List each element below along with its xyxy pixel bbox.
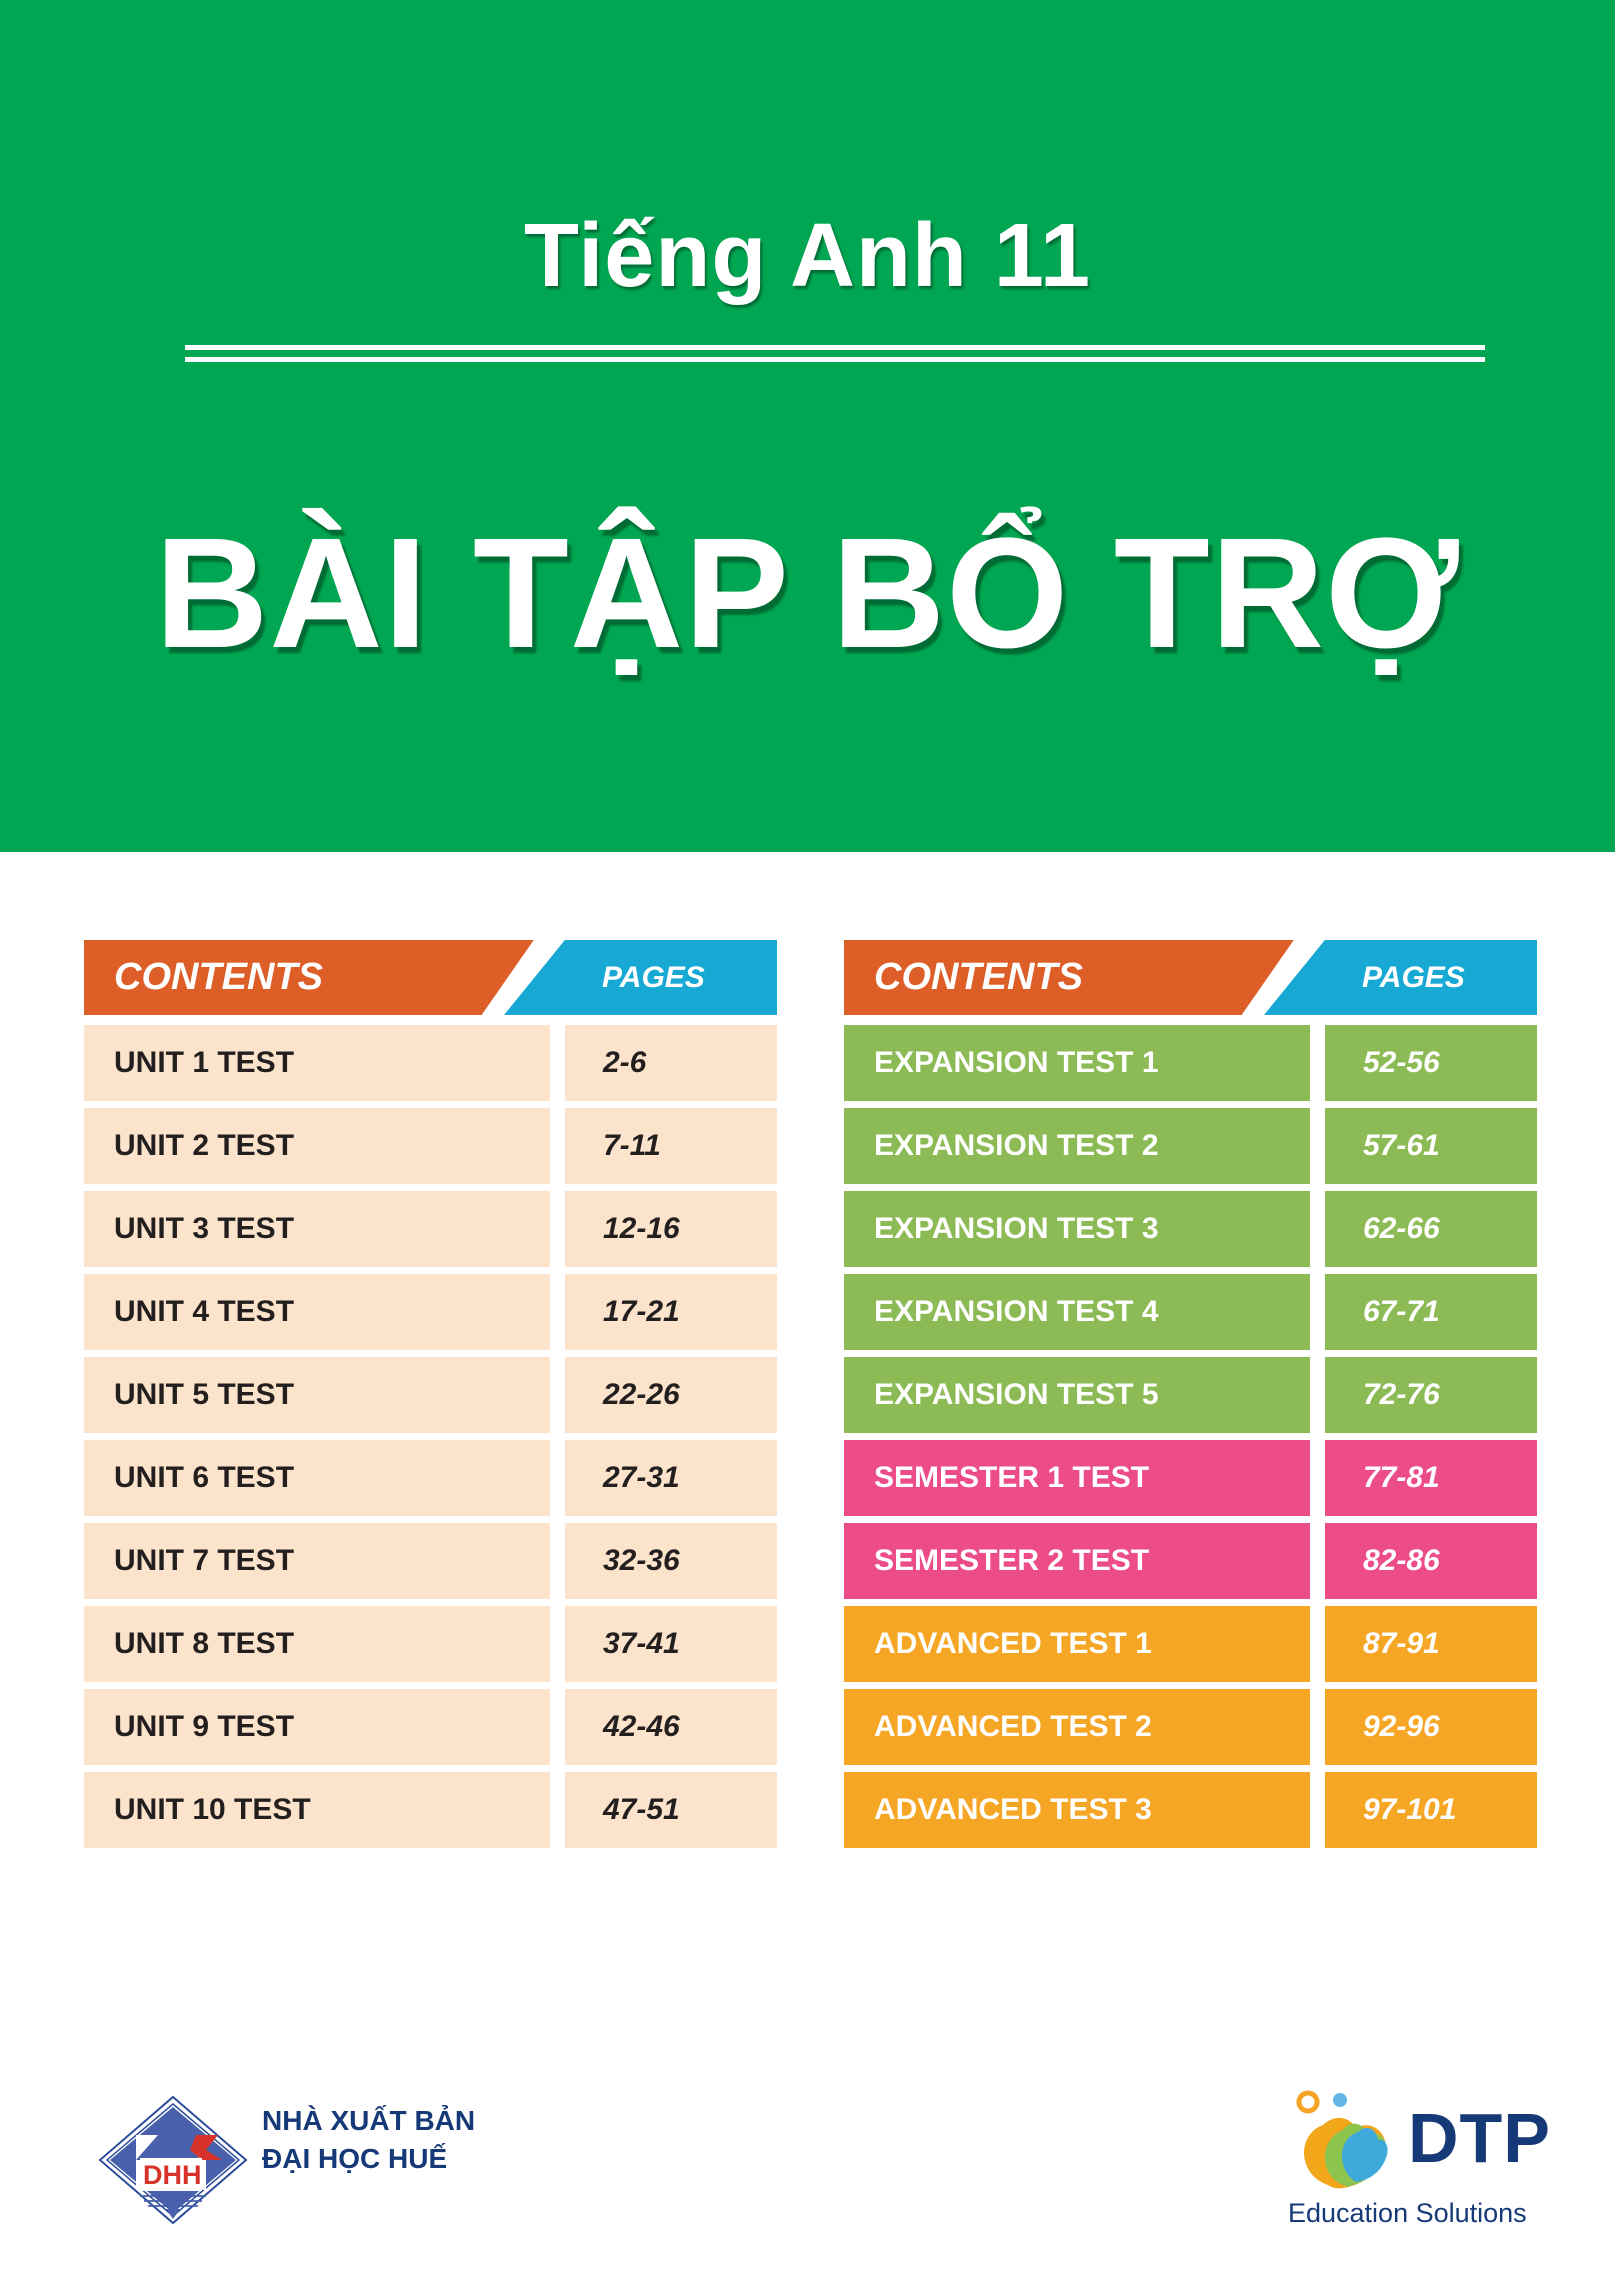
svg-text:DHH: DHH [143, 2160, 202, 2190]
